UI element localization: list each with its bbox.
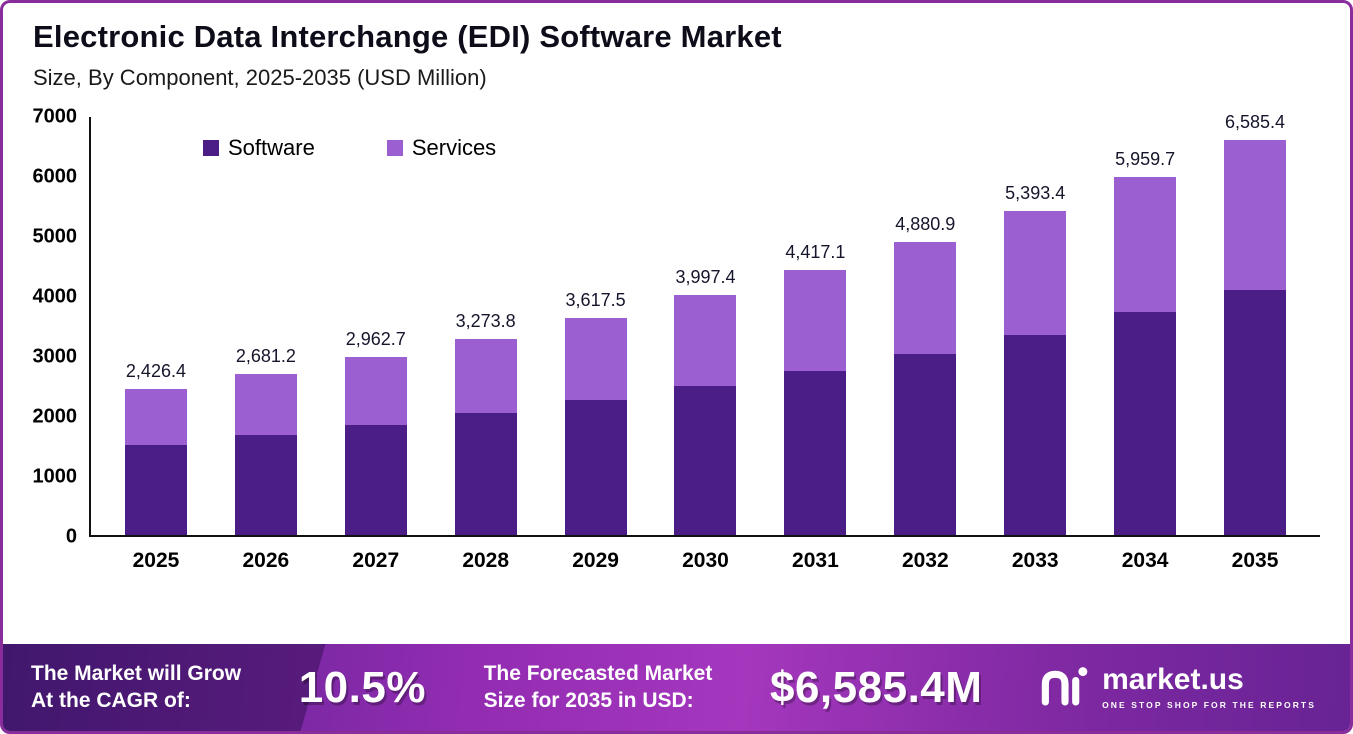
legend-item-software: Software — [203, 135, 315, 161]
software-segment-2029 — [564, 400, 627, 535]
forecast-label-line1: The Forecasted Market — [483, 662, 713, 686]
cagr-label-line1: The Market will Grow — [31, 662, 242, 686]
legend-label-services: Services — [411, 135, 497, 160]
y-axis: 0 1000 2000 3000 4000 5000 6000 7000 — [19, 106, 89, 548]
bar-total-label-2029: 3,617.5 — [565, 289, 626, 310]
bar-2027: 2,962.7 2027 — [344, 329, 407, 572]
services-segment-2026 — [234, 374, 297, 436]
footer-banner: The Market will Grow At the CAGR of: 10.… — [3, 644, 1350, 731]
cagr-label-line2: At the CAGR of: — [31, 688, 191, 712]
legend-label-software: Software — [228, 135, 315, 160]
bar-2026: 2,681.2 2026 — [234, 346, 297, 572]
bar-total-label-2034: 5,959.7 — [1115, 149, 1176, 170]
bar-2031: 4,417.1 2031 — [784, 241, 847, 572]
bar-total-label-2035: 6,585.4 — [1224, 111, 1286, 132]
bar-2029: 3,617.5 2029 — [564, 289, 627, 572]
y-axis-label-5000: 5000 — [32, 225, 78, 248]
x-axis-label-2025: 2025 — [132, 549, 180, 572]
services-segment-2029 — [564, 317, 627, 400]
brand-text: market.us ONE STOP SHOP FOR THE REPORTS — [1102, 663, 1316, 711]
services-segment-2032 — [894, 242, 957, 354]
bar-2033: 5,393.4 2033 — [1004, 183, 1067, 572]
cagr-label: The Market will Grow At the CAGR of: — [31, 661, 241, 714]
bar-2035: 6,585.4 2035 — [1224, 111, 1287, 572]
y-axis-label-6000: 6000 — [32, 165, 78, 188]
software-segment-2028 — [454, 413, 517, 535]
page-title: Electronic Data Interchange (EDI) Softwa… — [33, 19, 782, 54]
forecast-label-line2: Size for 2035 in USD: — [483, 688, 694, 712]
x-axis-label-2035: 2035 — [1231, 549, 1279, 572]
bar-2025: 2,426.4 2025 — [124, 361, 187, 572]
forecast-value: $6,585.4M — [769, 662, 983, 712]
software-segment-2035 — [1224, 290, 1287, 535]
page-subtitle: Size, By Component, 2025-2035 (USD Milli… — [33, 65, 487, 90]
services-segment-2034 — [1114, 177, 1177, 313]
legend: Software Services — [203, 135, 496, 161]
bar-total-label-2030: 3,997.4 — [675, 267, 736, 288]
bar-total-label-2032: 4,880.9 — [895, 214, 956, 235]
chart: 0 1000 2000 3000 4000 5000 6000 7000 Software S… — [19, 106, 1320, 572]
bar-total-label-2027: 2,962.7 — [345, 329, 406, 350]
marketus-logo-icon — [1040, 664, 1090, 711]
services-segment-2027 — [344, 357, 407, 425]
x-axis-label-2026: 2026 — [242, 549, 290, 572]
brand-name: market.us — [1102, 663, 1244, 696]
bar-total-label-2033: 5,393.4 — [1005, 183, 1066, 204]
software-segment-2025 — [124, 445, 187, 535]
bar-total-label-2031: 4,417.1 — [785, 241, 846, 262]
software-segment-2026 — [234, 435, 297, 535]
x-axis-label-2030: 2030 — [682, 549, 729, 572]
y-axis-label-2000: 2000 — [32, 405, 78, 428]
y-axis-label-0: 0 — [65, 525, 77, 548]
services-segment-2028 — [454, 338, 517, 414]
x-axis-label-2028: 2028 — [462, 549, 510, 572]
software-segment-2027 — [344, 424, 407, 535]
x-axis-label-2029: 2029 — [572, 549, 619, 572]
cagr-value: 10.5% — [298, 662, 426, 712]
forecast-label: The Forecasted Market Size for 2035 in U… — [484, 661, 713, 714]
x-axis-label-2031: 2031 — [792, 549, 839, 572]
brand-tagline: ONE STOP SHOP FOR THE REPORTS — [1102, 700, 1316, 710]
bar-total-label-2026: 2,681.2 — [235, 346, 296, 367]
services-segment-2025 — [124, 389, 187, 445]
software-segment-2032 — [894, 353, 957, 535]
x-axis-label-2034: 2034 — [1121, 549, 1169, 572]
x-axis-label-2027: 2027 — [352, 549, 400, 572]
services-segment-2035 — [1224, 139, 1287, 291]
legend-swatch-software — [203, 140, 219, 156]
x-axis-label-2033: 2033 — [1011, 549, 1059, 572]
bar-2034: 5,959.7 2034 — [1114, 149, 1177, 572]
services-segment-2030 — [674, 295, 737, 387]
bar-total-label-2025: 2,426.4 — [125, 361, 186, 382]
software-segment-2033 — [1004, 334, 1067, 535]
services-segment-2033 — [1004, 211, 1067, 335]
plot-area: Software Services 2,426.4 2025 2,681.2 2026… — [89, 112, 1320, 572]
header: Electronic Data Interchange (EDI) Softwa… — [3, 3, 1350, 91]
brand-logo: market.us ONE STOP SHOP FOR THE REPORTS — [1040, 664, 1316, 711]
y-axis-label-4000: 4000 — [32, 285, 78, 308]
bar-2032: 4,880.9 2032 — [894, 214, 957, 572]
legend-item-services: Services — [386, 135, 497, 161]
y-axis-label-3000: 3000 — [32, 345, 78, 368]
software-segment-2034 — [1114, 312, 1177, 535]
software-segment-2031 — [784, 371, 847, 535]
y-axis-label-1000: 1000 — [32, 465, 78, 488]
software-segment-2030 — [674, 386, 737, 535]
bar-2030: 3,997.4 2030 — [674, 267, 737, 572]
services-segment-2031 — [784, 269, 847, 372]
legend-swatch-services — [386, 140, 403, 156]
bar-2028: 3,273.8 2028 — [454, 310, 517, 572]
y-axis-label-7000: 7000 — [32, 105, 78, 128]
bar-total-label-2028: 3,273.8 — [455, 310, 516, 331]
x-axis-label-2032: 2032 — [901, 549, 949, 572]
